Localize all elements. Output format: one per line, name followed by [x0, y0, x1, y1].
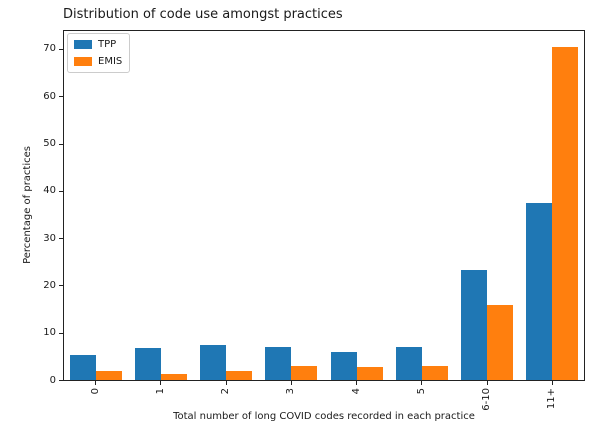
chart-title: Distribution of code use amongst practic…: [63, 7, 343, 22]
bar-tpp-2: [200, 344, 227, 380]
bar-emis-0: [95, 370, 122, 380]
y-tick-label: 50: [43, 138, 56, 149]
legend: TPP EMIS: [67, 33, 131, 73]
bar-emis-5: [421, 365, 448, 380]
bar-emis-1: [160, 373, 187, 380]
legend-label-emis: EMIS: [98, 56, 123, 67]
x-tick-label: 0: [89, 388, 101, 395]
x-axis-label: Total number of long COVID codes recorde…: [173, 411, 475, 422]
y-tick-label: 30: [43, 232, 56, 244]
bar-tpp-5: [395, 346, 422, 380]
bar-tpp-4: [330, 351, 357, 380]
x-tick-mark: [290, 381, 292, 385]
bar-emis-4: [356, 366, 383, 380]
bar-emis-11+: [552, 46, 579, 380]
y-tick-mark: [59, 143, 63, 145]
x-tick-mark: [551, 381, 553, 385]
y-tick-mark: [59, 332, 63, 334]
x-tick-label: 4: [350, 388, 362, 395]
x-tick-label: 11+: [546, 388, 558, 410]
y-tick-label: 60: [43, 90, 56, 102]
legend-swatch-tpp: [74, 40, 92, 49]
x-tick-mark: [486, 381, 488, 385]
y-tick-label: 70: [43, 43, 56, 55]
y-tick-label: 20: [43, 279, 56, 291]
x-tick-mark: [421, 381, 423, 385]
y-tick-mark: [59, 380, 63, 381]
bar-tpp-1: [134, 347, 161, 380]
y-tick-mark: [59, 48, 63, 50]
bar-emis-6-10: [487, 304, 514, 380]
x-tick-label: 2: [220, 388, 232, 395]
x-tick-label: 1: [154, 388, 166, 395]
x-tick-label: 6-10: [481, 388, 493, 411]
x-tick-mark: [356, 381, 358, 385]
bar-tpp-3: [265, 347, 292, 380]
legend-item-emis: EMIS: [74, 56, 122, 67]
y-tick-mark: [59, 238, 63, 240]
y-tick-mark: [59, 190, 63, 192]
bar-tpp-0: [69, 354, 96, 380]
bar-tpp-6-10: [461, 270, 488, 380]
legend-item-tpp: TPP: [74, 39, 122, 50]
x-tick-mark: [225, 381, 227, 385]
legend-label-tpp: TPP: [98, 39, 117, 50]
x-tick-mark: [95, 381, 97, 385]
y-tick-mark: [59, 285, 63, 287]
legend-swatch-emis: [74, 57, 92, 66]
y-tick-label: 0: [49, 374, 56, 386]
x-tick-mark: [160, 381, 162, 385]
bar-emis-3: [291, 366, 318, 380]
y-tick-label: 40: [43, 185, 56, 197]
x-tick-label: 5: [415, 388, 427, 395]
bar-emis-2: [226, 370, 253, 380]
y-tick-label: 10: [43, 327, 56, 339]
x-tick-label: 3: [285, 388, 297, 395]
bar-tpp-11+: [526, 202, 553, 380]
y-tick-mark: [59, 96, 63, 98]
y-axis-label: Percentage of practices: [22, 145, 33, 264]
